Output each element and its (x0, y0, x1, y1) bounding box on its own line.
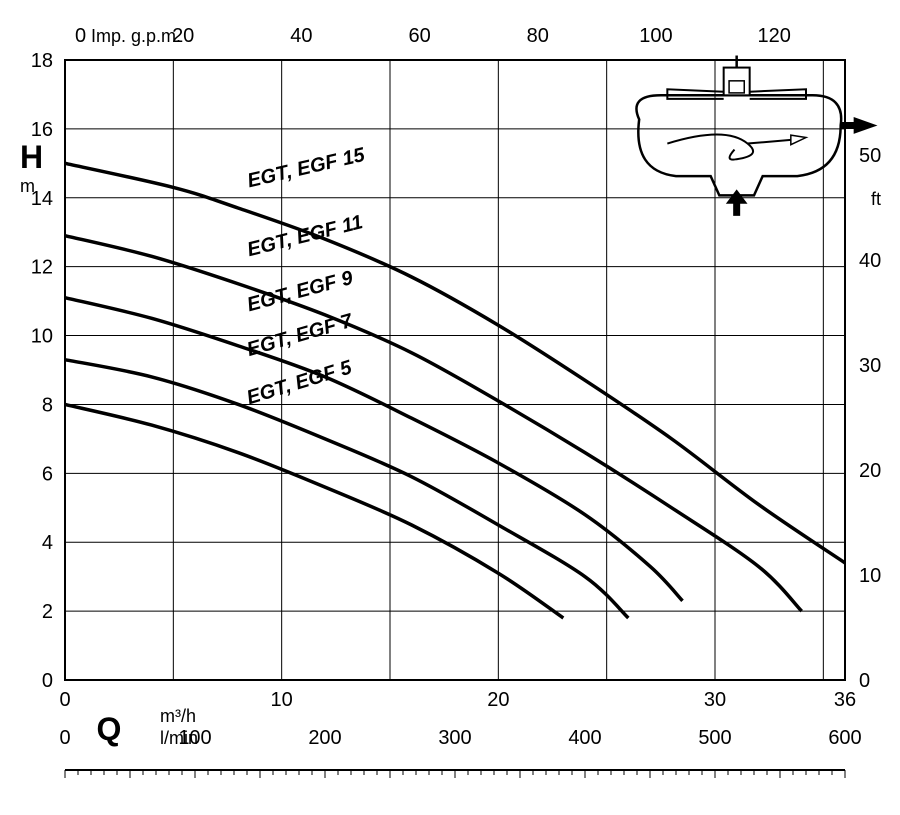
y-left-tick: 12 (31, 257, 53, 279)
y-left-tick: 2 (42, 601, 53, 623)
x-lmin-tick: 400 (568, 727, 601, 749)
curve-label: EGT, EGF 9 (245, 267, 356, 317)
axis-m3h-unit: m³/h (160, 706, 196, 726)
x-gpm-zero: 0 (75, 25, 86, 47)
y-right-tick: 50 (859, 145, 881, 167)
x-lmin-tick: 600 (828, 727, 861, 749)
x-m3h-tick: 20 (487, 689, 509, 711)
x-gpm-tick: 80 (527, 25, 549, 47)
x-lmin-tick: 300 (438, 727, 471, 749)
x-gpm-tick: 100 (639, 25, 672, 47)
y-left-tick: 16 (31, 119, 53, 141)
pump-sketch (636, 56, 877, 216)
y-left-tick: 18 (31, 50, 53, 72)
x-m3h-tick: 0 (59, 689, 70, 711)
x-gpm-tick: 60 (408, 25, 430, 47)
x-m3h-tick: 10 (271, 689, 293, 711)
pump-curve (65, 163, 845, 563)
pump-curve (65, 404, 563, 618)
pump-curve (65, 298, 683, 601)
x-m3h-tick: 36 (834, 689, 856, 711)
pump-curve (65, 236, 802, 611)
y-left-tick: 8 (42, 394, 53, 416)
y-right-tick: 40 (859, 250, 881, 272)
curve-label: EGT, EGF 7 (244, 310, 355, 361)
x-lmin-tick: 500 (698, 727, 731, 749)
x-gpm-tick: 40 (290, 25, 312, 47)
axis-H-unit: m (20, 176, 35, 196)
curve-label: EGT, EGF 15 (245, 144, 367, 193)
curve-label: EGT, EGF 11 (245, 211, 365, 261)
x-gpm-tick: 120 (757, 25, 790, 47)
axis-Q-label: Q (97, 711, 122, 747)
y-left-tick: 0 (42, 670, 53, 692)
y-left-tick: 6 (42, 463, 53, 485)
y-right-tick: 20 (859, 460, 881, 482)
axis-gpm-unit: Imp. g.p.m. (91, 26, 181, 46)
x-lmin-tick: 100 (178, 727, 211, 749)
y-right-tick: 10 (859, 565, 881, 587)
y-right-tick: 30 (859, 355, 881, 377)
x-lmin-tick: 200 (308, 727, 341, 749)
y-left-tick: 10 (31, 326, 53, 348)
y-right-tick: 0 (859, 670, 870, 692)
axis-ft-unit: ft (871, 189, 881, 209)
x-lmin-tick: 0 (59, 727, 70, 749)
axis-H-label: H (20, 139, 43, 175)
x-m3h-tick: 30 (704, 689, 726, 711)
y-left-tick: 4 (42, 532, 53, 554)
x-gpm-tick: 20 (172, 25, 194, 47)
